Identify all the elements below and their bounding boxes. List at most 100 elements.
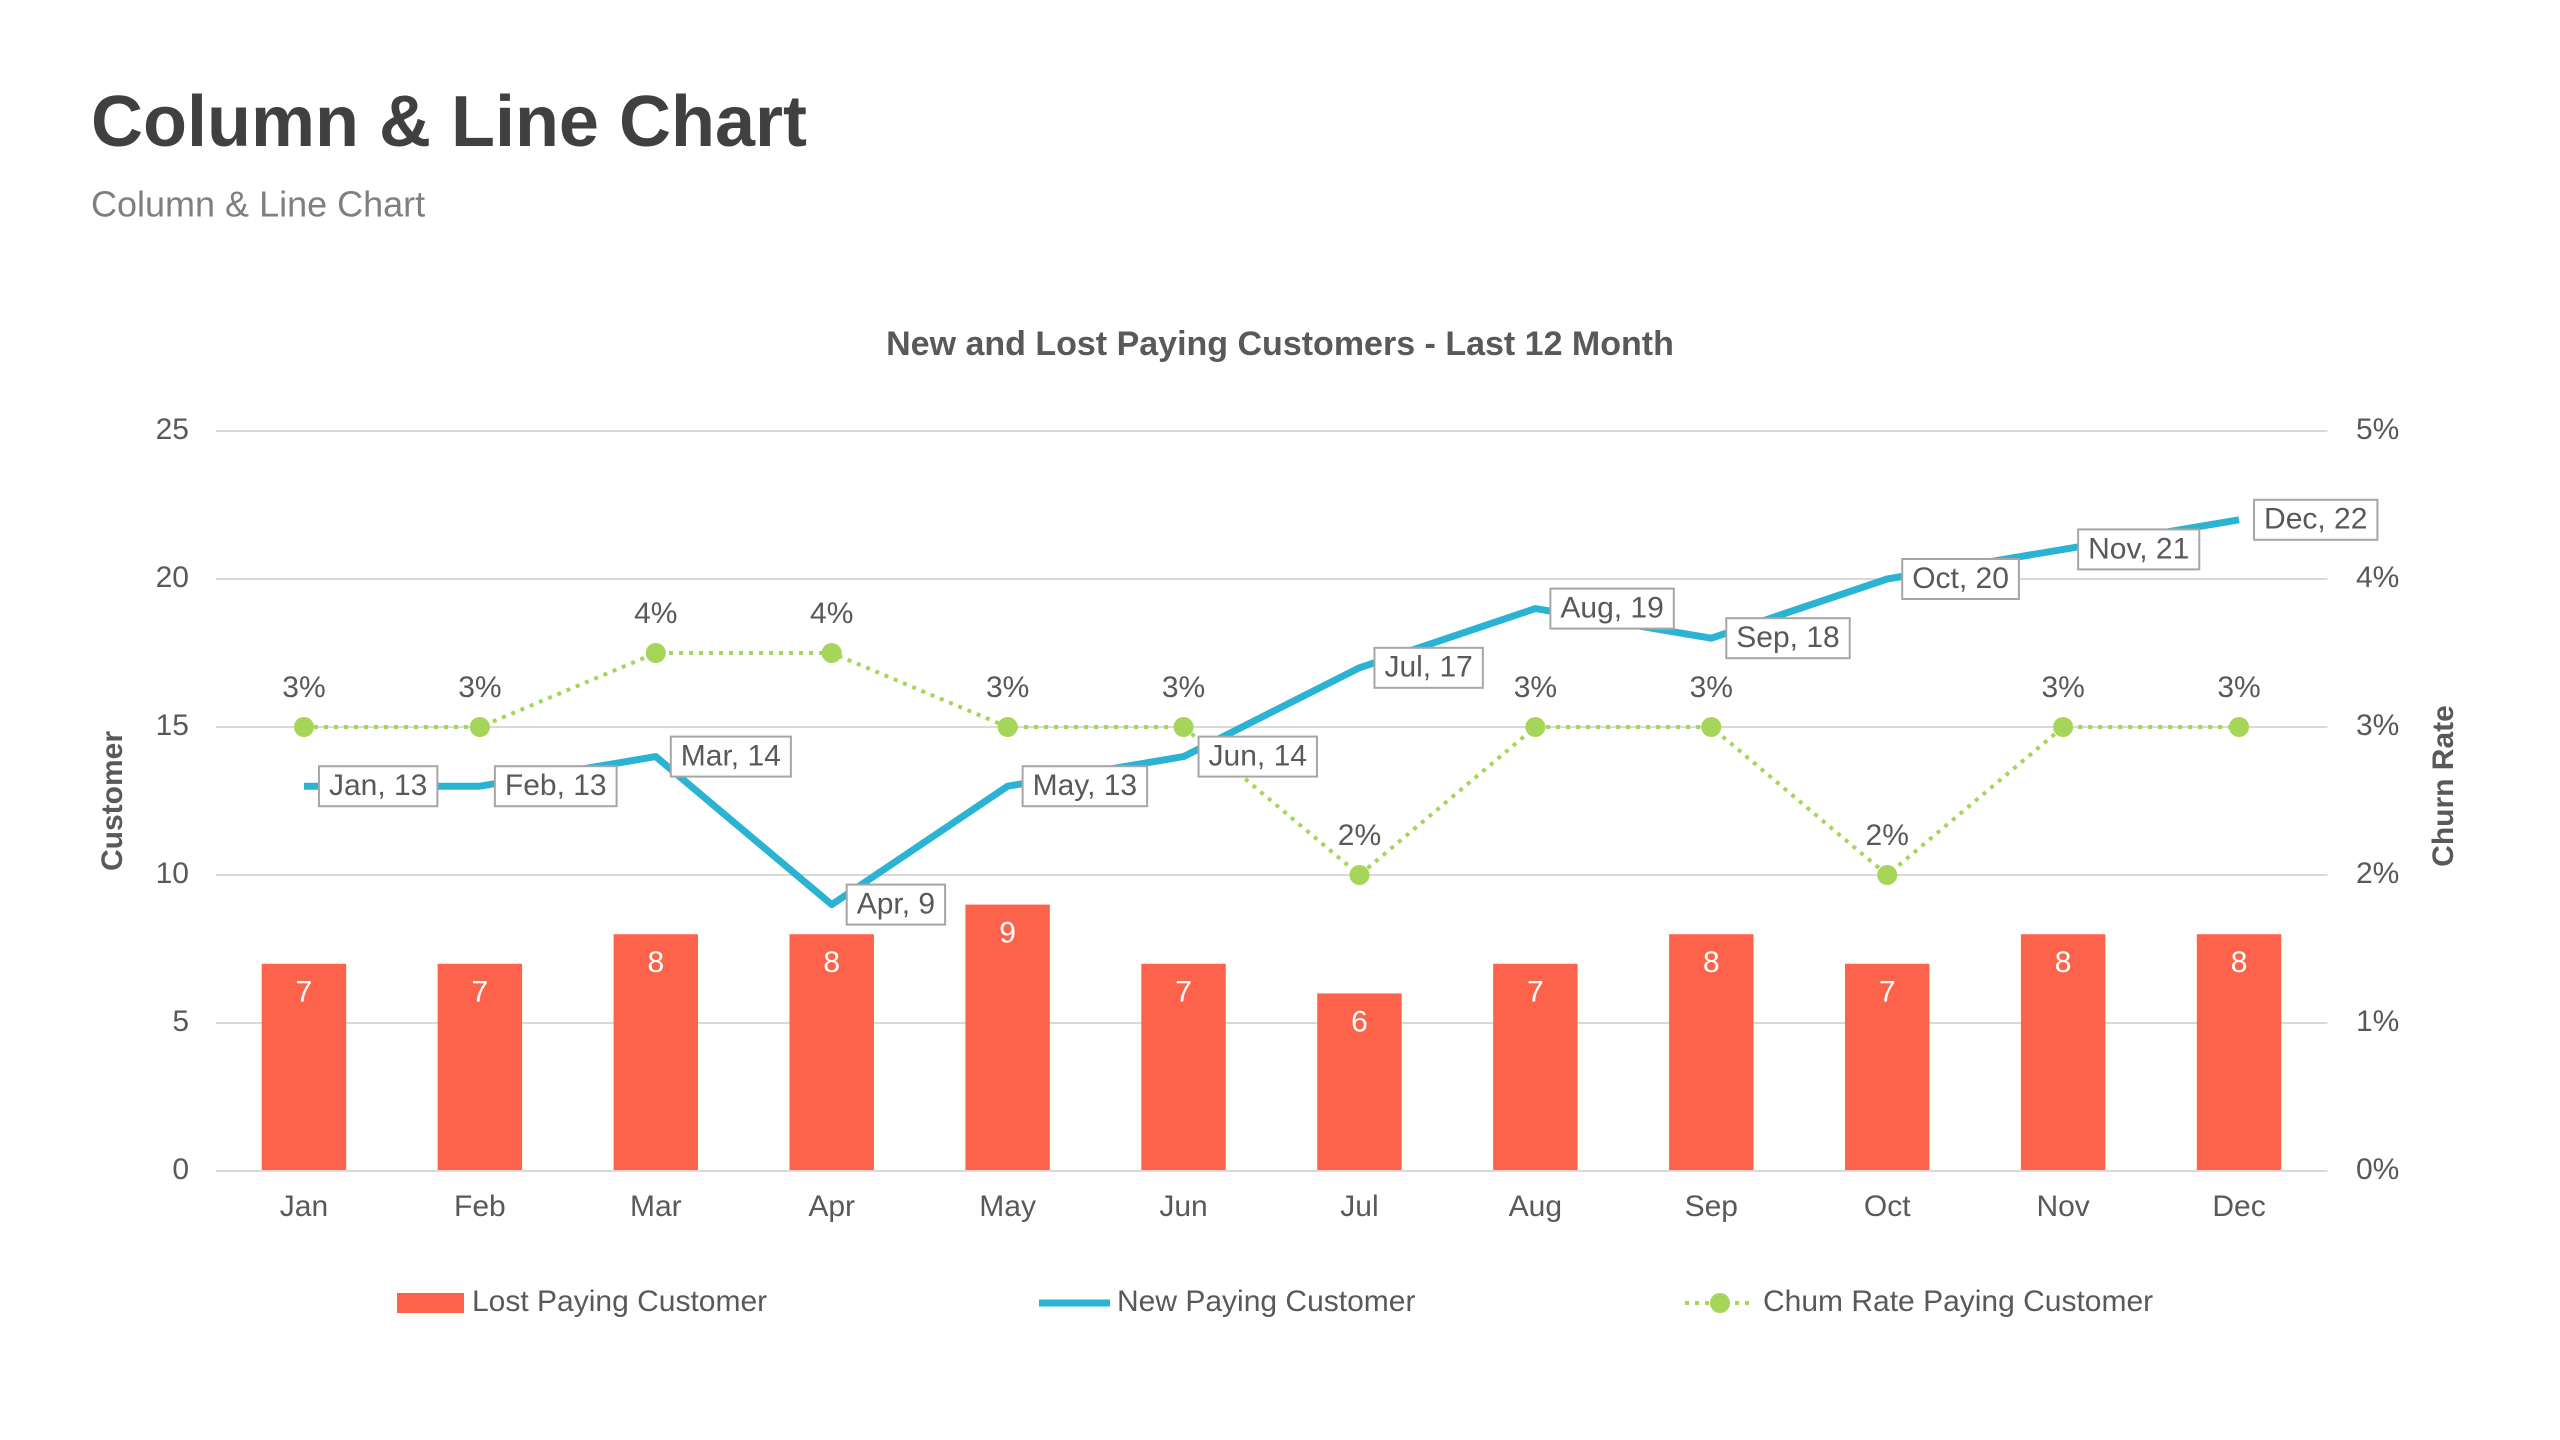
marker bbox=[1877, 865, 1898, 885]
line-value-label: Dec, 22 bbox=[2264, 503, 2367, 536]
legend-swatch bbox=[397, 1293, 464, 1313]
churn-value-label: 3% bbox=[1690, 671, 1733, 704]
marker bbox=[2229, 717, 2250, 737]
marker bbox=[1173, 717, 1194, 737]
y2-axis-title: Churn Rate bbox=[2427, 705, 2460, 867]
marker bbox=[645, 643, 666, 663]
bar bbox=[437, 963, 523, 1171]
bar-value-label: 7 bbox=[1175, 976, 1192, 1009]
legend-label: Lost Paying Customer bbox=[472, 1285, 767, 1318]
y2-tick-label: 5% bbox=[2356, 413, 2399, 446]
bar bbox=[1141, 963, 1226, 1171]
bar-value-label: 8 bbox=[647, 946, 664, 979]
x-tick-label: Apr bbox=[808, 1190, 855, 1223]
data-label-box bbox=[493, 765, 618, 808]
bar bbox=[1493, 963, 1578, 1171]
line-value-label: Jul, 17 bbox=[1384, 651, 1472, 684]
y2-tick-label: 4% bbox=[2356, 561, 2399, 594]
bar-value-label: 8 bbox=[2055, 946, 2072, 979]
bar-value-label: 7 bbox=[1527, 976, 1544, 1009]
churn-value-label: 3% bbox=[986, 671, 1029, 704]
x-tick-label: Aug bbox=[1509, 1190, 1562, 1223]
data-label-box bbox=[669, 735, 792, 778]
legend-label: New Paying Customer bbox=[1117, 1285, 1415, 1318]
bar bbox=[1669, 934, 1754, 1171]
churn-value-label: 2% bbox=[1338, 819, 1381, 852]
x-tick-label: Oct bbox=[1864, 1190, 1911, 1223]
y-tick-label: 20 bbox=[156, 561, 189, 594]
line-value-label: Jun, 14 bbox=[1209, 740, 1307, 773]
data-label-box bbox=[1725, 617, 1851, 660]
marker bbox=[821, 643, 842, 663]
x-tick-label: May bbox=[979, 1190, 1036, 1223]
bar bbox=[789, 934, 874, 1171]
y2-tick-label: 0% bbox=[2356, 1153, 2399, 1186]
bar bbox=[261, 963, 347, 1171]
line-value-label: Nov, 21 bbox=[2088, 532, 2189, 565]
line-value-label: Feb, 13 bbox=[505, 769, 607, 802]
x-tick-label: Jan bbox=[280, 1190, 328, 1223]
legend-label: Chum Rate Paying Customer bbox=[1763, 1285, 2153, 1318]
x-tick-label: Dec bbox=[2212, 1190, 2265, 1223]
y-tick-label: 25 bbox=[156, 413, 189, 446]
x-tick-label: Jun bbox=[1159, 1190, 1207, 1223]
bar bbox=[965, 904, 1050, 1171]
line-value-label: May, 13 bbox=[1033, 769, 1138, 802]
data-label-box bbox=[2077, 528, 2201, 571]
x-tick-label: Feb bbox=[454, 1190, 506, 1223]
churn-value-label: 3% bbox=[2041, 671, 2084, 704]
data-label-box bbox=[1373, 646, 1484, 689]
data-label-box bbox=[317, 765, 439, 808]
chart-title: New and Lost Paying Customers - Last 12 … bbox=[886, 325, 1674, 363]
line-value-label: Apr, 9 bbox=[857, 888, 935, 921]
marker bbox=[1701, 717, 1722, 737]
y2-tick-label: 2% bbox=[2356, 857, 2399, 890]
y-tick-label: 15 bbox=[156, 709, 189, 742]
bar bbox=[613, 934, 699, 1171]
bar-value-label: 6 bbox=[1351, 1005, 1368, 1038]
x-tick-label: Mar bbox=[630, 1190, 682, 1223]
bar bbox=[1844, 963, 1930, 1171]
data-label-box bbox=[1021, 765, 1149, 808]
churn-value-label: 4% bbox=[634, 597, 677, 630]
data-label-box bbox=[845, 883, 947, 926]
line-value-label: Sep, 18 bbox=[1736, 621, 1839, 654]
churn-value-label: 3% bbox=[2217, 671, 2260, 704]
data-label-box bbox=[1901, 558, 2020, 600]
marker bbox=[997, 717, 1018, 737]
bar bbox=[2020, 934, 2106, 1171]
x-tick-label: Sep bbox=[1685, 1190, 1738, 1223]
bar-value-label: 8 bbox=[2231, 946, 2248, 979]
x-tick-label: Jul bbox=[1340, 1190, 1378, 1223]
bar-value-label: 7 bbox=[296, 976, 313, 1009]
bar bbox=[1317, 993, 1402, 1171]
y-tick-label: 10 bbox=[156, 857, 189, 890]
slide-title: Column & Line Chart bbox=[91, 82, 807, 162]
data-label-box bbox=[1197, 735, 1318, 778]
bar bbox=[2196, 934, 2282, 1171]
line-value-label: Aug, 19 bbox=[1560, 592, 1663, 625]
marker bbox=[1525, 717, 1546, 737]
line-value-label: Mar, 14 bbox=[681, 740, 781, 773]
churn-value-label: 3% bbox=[1162, 671, 1205, 704]
legend-marker bbox=[1710, 1293, 1730, 1313]
data-label-box bbox=[2253, 498, 2379, 541]
data-label-box bbox=[1549, 587, 1675, 630]
marker bbox=[293, 717, 314, 737]
marker bbox=[469, 717, 490, 737]
churn-value-label: 3% bbox=[458, 671, 501, 704]
churn-value-label: 4% bbox=[810, 597, 853, 630]
y-tick-label: 5 bbox=[172, 1005, 189, 1038]
bar-value-label: 7 bbox=[472, 976, 489, 1009]
y2-tick-label: 1% bbox=[2356, 1005, 2399, 1038]
marker bbox=[2053, 717, 2074, 737]
line-value-label: Jan, 13 bbox=[329, 769, 427, 802]
y2-tick-label: 3% bbox=[2356, 709, 2399, 742]
churn-value-label: 3% bbox=[282, 671, 325, 704]
marker bbox=[1349, 865, 1370, 885]
y-axis-title: Customer bbox=[96, 731, 129, 871]
dotted-line bbox=[303, 651, 2240, 878]
churn-value-label: 3% bbox=[1514, 671, 1557, 704]
